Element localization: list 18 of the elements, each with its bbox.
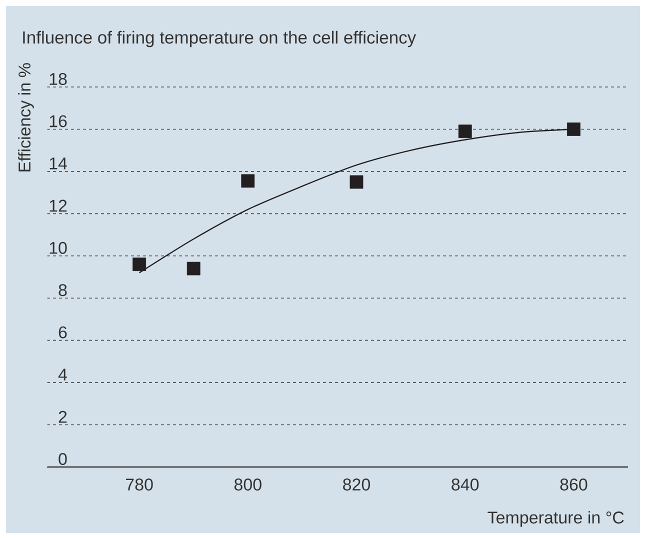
x-tick-label: 780 (126, 478, 153, 491)
y-axis-title: Efficiency in % (18, 63, 34, 172)
x-tick-label: 820 (343, 478, 370, 491)
y-tick-label: 12 (50, 200, 67, 212)
x-tick-label: 840 (452, 478, 479, 491)
y-tick-label: 8 (58, 284, 67, 296)
y-tick-label: 0 (58, 452, 67, 466)
y-tick-label: 18 (50, 72, 67, 86)
x-tick-label: 800 (234, 478, 262, 491)
y-tick-label: 16 (50, 115, 67, 128)
x-tick-label: 860 (560, 478, 588, 491)
x-axis-title: Temperature in °C (488, 511, 624, 527)
chart-title: Influence of firing temperature on the cell efficiency (23, 30, 416, 48)
y-tick-label: 10 (50, 242, 67, 254)
y-tick-label: 14 (50, 158, 67, 170)
y-tick-label: 6 (58, 326, 67, 338)
y-tick-label: 2 (58, 410, 67, 423)
y-tick-label: 4 (58, 368, 67, 380)
